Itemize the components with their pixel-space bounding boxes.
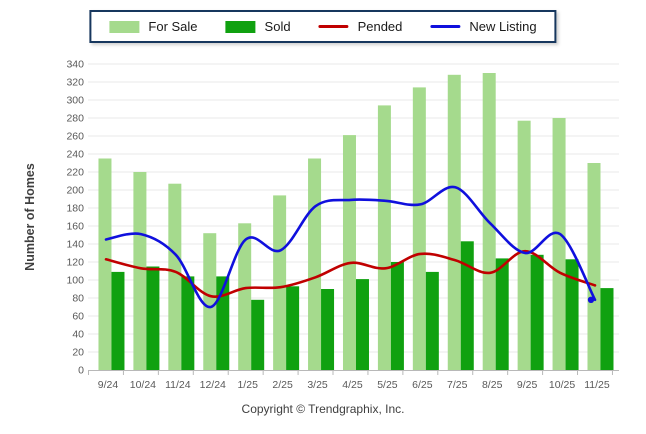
x-tick-label: 9/25 [517,379,538,391]
y-tick-label: 100 [66,275,84,287]
footer-copyright: Copyright © Trendgraphix, Inc. [241,402,405,416]
legend-item-for-sale: For Sale [109,19,198,34]
y-tick-label: 220 [66,167,84,179]
y-tick-label: 340 [66,59,84,71]
y-tick-label: 200 [66,185,84,197]
y-tick-label: 140 [66,239,84,251]
x-tick-label: 7/25 [447,379,468,391]
new-listing-swatch [430,25,461,28]
bar-sold [216,276,230,370]
bar-for-sale [377,105,391,371]
y-tick-label: 300 [66,95,84,107]
x-tick-label: 10/25 [549,379,575,391]
x-tick-label: 11/25 [584,379,610,391]
x-tick-label: 10/24 [130,379,156,391]
y-axis-title: Number of Homes [23,163,37,271]
y-tick-label: 240 [66,149,84,161]
legend-item-label: Pended [357,19,403,34]
bar-for-sale [168,183,182,370]
bar-sold [600,288,614,370]
bar-sold [321,289,335,370]
chart-canvas: 0 20 40 60 80 100 120 140 160 180 200 220 240 260 280 3… [23,59,619,391]
bar-for-sale [238,223,252,370]
bar-sold [565,259,579,370]
bar-for-sale [203,233,217,370]
x-tick-label: 6/25 [412,379,433,391]
bar-sold [286,286,300,370]
bar-sold [390,262,404,370]
x-tick-label: 3/25 [307,379,328,391]
y-tick-label: 180 [66,203,84,215]
pended-swatch [318,25,349,28]
legend-item-pended: Pended [318,19,403,34]
y-tick-label: 60 [72,311,84,323]
y-tick-label: 0 [78,365,84,377]
y-tick-label: 120 [66,257,84,269]
bar-sold [355,279,369,370]
bar-for-sale [98,158,112,370]
bar-for-sale [587,163,601,370]
bar-for-sale [412,87,426,371]
bar-for-sale [342,135,356,370]
sold-swatch [225,20,256,33]
bar-for-sale [552,118,566,370]
bar-for-sale [273,195,287,370]
line-pended [104,249,597,298]
bar-sold [181,276,195,370]
bar-sold [460,241,474,370]
x-tick-label: 12/24 [200,379,226,391]
for-sale-swatch [109,20,140,33]
legend-item-label: For Sale [148,19,198,34]
y-tick-label: 160 [66,221,84,233]
x-tick-label: 5/25 [377,379,398,391]
legend-item-label: Sold [264,19,291,34]
x-tick-label: 2/25 [272,379,293,391]
y-tick-label: 260 [66,131,84,143]
x-tick-label: 9/24 [98,379,119,391]
x-tick-label: 1/25 [237,379,258,391]
legend-item-sold: Sold [225,19,291,34]
bar-sold [530,254,544,370]
x-tick-label: 8/25 [482,379,503,391]
bar-sold [425,271,439,370]
bar-for-sale [447,74,461,371]
bar-sold [146,266,160,370]
line-new-listing [104,185,597,309]
line-end-dot-new-listing [587,296,595,303]
y-tick-label: 320 [66,77,84,89]
bar-sold [495,258,509,370]
bar-sold [111,271,125,370]
legend-item-label: New Listing [469,19,537,34]
y-tick-label: 40 [72,329,84,341]
legend-item-new-listing: New Listing [430,19,537,34]
bar-sold [251,299,265,370]
y-tick-label: 80 [72,293,84,305]
y-tick-label: 280 [66,113,84,125]
x-tick-label: 4/25 [342,379,363,391]
legend: For Sale Sold Pended New Listing [89,10,557,43]
y-tick-label: 20 [72,347,84,359]
x-tick-label: 11/24 [165,379,191,391]
bar-for-sale [517,120,531,370]
bar-for-sale [308,158,322,370]
bar-for-sale [133,172,147,370]
